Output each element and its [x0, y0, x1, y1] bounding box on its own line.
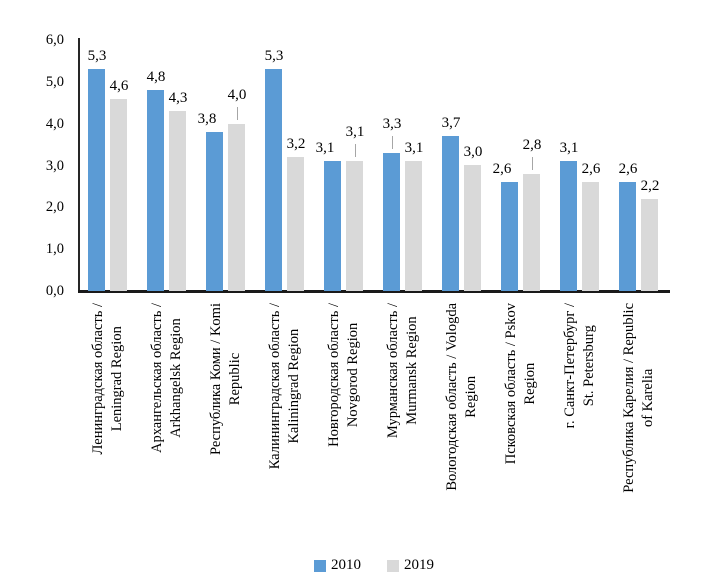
- x-axis-label-slot: Псковская область / Pskov Region: [491, 292, 550, 542]
- legend-label: 2019: [404, 557, 434, 573]
- x-axis-label: Калининградская область / Kaliningrad Re…: [266, 303, 302, 470]
- bar-value-label: 4,8: [146, 69, 166, 85]
- y-axis-tick-label: 4,0: [45, 116, 64, 132]
- bar-value-label: 3,8: [197, 111, 217, 127]
- x-axis-label-slot: Калининградская область / Kaliningrad Re…: [255, 292, 314, 542]
- y-axis-tick-label: 6,0: [45, 32, 64, 48]
- bar-value-label: 3,1: [345, 124, 365, 140]
- legend-item: 2010: [314, 557, 361, 574]
- bar-2010: [383, 153, 400, 291]
- bar-2019: [464, 165, 481, 291]
- legend-swatch-2019: [387, 559, 399, 572]
- legend-label: 2010: [331, 557, 361, 573]
- bar-value-label: 4,0: [227, 87, 247, 103]
- y-axis-tick-label: 5,0: [45, 74, 64, 90]
- bar-2010: [147, 90, 164, 291]
- x-axis-label-slot: Архангельская область / Arkhangelsk Regi…: [137, 292, 196, 542]
- x-axis-label: Новгородская область / Novgorod Region: [325, 303, 361, 447]
- x-axis-label-slot: Мурманская область / Murmansk Region: [373, 292, 432, 542]
- leader-line: [392, 136, 393, 149]
- x-axis-label-slot: Республика Карелия / Republic of Karelia: [609, 292, 668, 542]
- bar-2010: [206, 132, 223, 291]
- bar-value-label: 5,3: [87, 48, 107, 64]
- bar-2019: [523, 174, 540, 291]
- legend: 2010 2019: [78, 557, 670, 574]
- x-axis-label: Республика Карелия / Republic of Karelia: [620, 303, 656, 493]
- bar-value-label: 3,0: [463, 144, 483, 160]
- x-axis-label: Мурманская область / Murmansk Region: [384, 303, 420, 439]
- bar-2010: [560, 161, 577, 291]
- leader-line: [355, 144, 356, 157]
- legend-swatch-2010: [314, 559, 326, 572]
- bar-2019: [287, 157, 304, 291]
- bar-value-label: 2,6: [581, 161, 601, 177]
- x-axis-label: Республика Коми / Komi Republic: [207, 303, 243, 455]
- x-axis-label-slot: Новгородская область / Novgorod Region: [314, 292, 373, 542]
- leader-line: [237, 107, 238, 120]
- x-axis-label-slot: Вологодская область / Vologda Region: [432, 292, 491, 542]
- y-axis-tick-label: 0,0: [45, 283, 64, 299]
- x-axis-label: Псковская область / Pskov Region: [502, 303, 538, 465]
- bar-value-label: 5,3: [264, 48, 284, 64]
- bar-2019: [169, 111, 186, 291]
- bar-value-label: 2,8: [522, 137, 542, 153]
- bar-value-label: 3,1: [404, 140, 424, 156]
- bar-2010: [265, 69, 282, 291]
- bar-value-label: 3,7: [441, 115, 461, 131]
- bar-2019: [110, 99, 127, 291]
- bar-value-label: 2,6: [492, 161, 512, 177]
- bar-2010: [442, 136, 459, 291]
- bar-2019: [228, 124, 245, 291]
- bar-2019: [582, 182, 599, 291]
- bar-value-label: 3,1: [559, 140, 579, 156]
- bar-2010: [88, 69, 105, 291]
- legend-item: 2019: [387, 557, 434, 574]
- y-axis-line: [78, 38, 80, 292]
- bar-value-label: 2,2: [640, 178, 660, 194]
- bar-2019: [346, 161, 363, 291]
- bar-value-label: 3,2: [286, 136, 306, 152]
- x-axis-label: Архангельская область / Arkhangelsk Regi…: [148, 303, 184, 453]
- bar-2010: [619, 182, 636, 291]
- bar-2010: [324, 161, 341, 291]
- y-axis-tick-label: 2,0: [45, 199, 64, 215]
- x-axis-label-slot: Ленинградская область / Leningrad Region: [78, 292, 137, 542]
- x-axis-label: г. Санкт-Петербург / St. Petersburg: [561, 303, 597, 429]
- y-axis-tick-label: 3,0: [45, 158, 64, 174]
- y-axis-tick-label: 1,0: [45, 241, 64, 257]
- bar-value-label: 4,6: [109, 78, 129, 94]
- x-axis-label: Ленинградская область / Leningrad Region: [89, 303, 125, 455]
- x-axis-line: [78, 290, 670, 293]
- bar-2010: [501, 182, 518, 291]
- x-axis-label-slot: г. Санкт-Петербург / St. Petersburg: [550, 292, 609, 542]
- bar-value-label: 3,1: [315, 140, 335, 156]
- bar-value-label: 3,3: [382, 116, 402, 132]
- x-axis-label-slot: Республика Коми / Komi Republic: [196, 292, 255, 542]
- bar-2019: [405, 161, 422, 291]
- bar-2019: [641, 199, 658, 291]
- leader-line: [532, 157, 533, 170]
- x-axis-label: Вологодская область / Vologda Region: [443, 303, 479, 491]
- bar-value-label: 2,6: [618, 161, 638, 177]
- bar-value-label: 4,3: [168, 90, 188, 106]
